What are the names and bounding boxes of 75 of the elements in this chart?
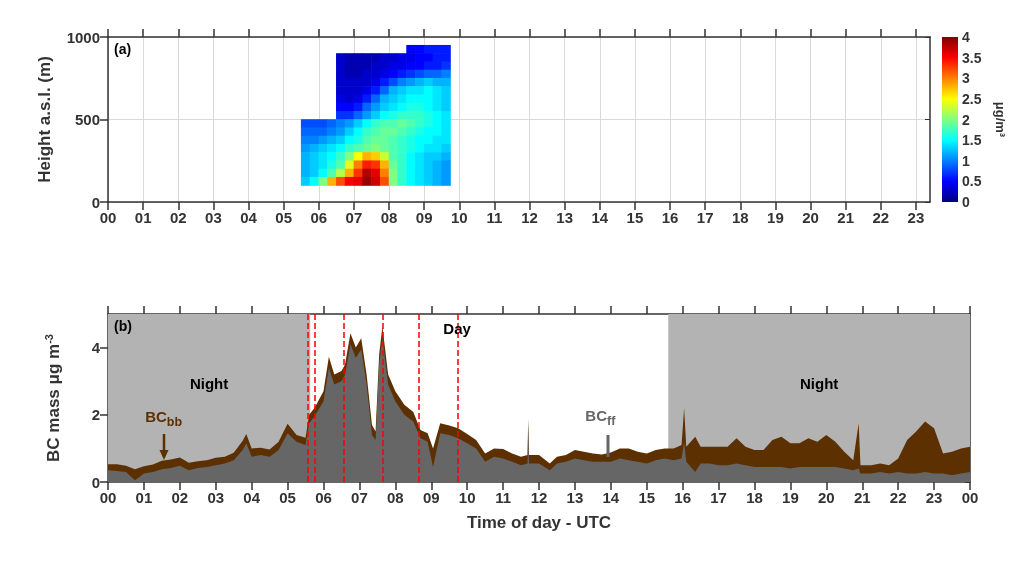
x-tick-label: 05: [275, 209, 292, 226]
x-tick-label: 02: [171, 489, 189, 506]
x-tick-label: 21: [837, 209, 855, 226]
x-tick-label: 09: [422, 489, 440, 506]
x-tick-label: 06: [310, 209, 328, 226]
x-tick-label: 11: [486, 209, 503, 226]
x-tick-label: 08: [386, 489, 404, 506]
x-tick-label: 19: [782, 489, 799, 506]
x-tick-label: 02: [169, 209, 187, 226]
color-bar-label: 1: [962, 152, 970, 169]
x-tick-label: 10: [458, 489, 476, 506]
annotation: (b): [114, 318, 132, 334]
x-axis-title: Time of day - UTC: [466, 513, 612, 532]
x-tick-label: 13: [566, 489, 584, 506]
y-tick-label: 0: [91, 473, 100, 491]
x-tick-label: 22: [872, 209, 890, 226]
x-tick-label: 07: [351, 489, 368, 506]
x-tick-label: 01: [134, 209, 152, 226]
y-tick-label: 2: [91, 406, 100, 424]
y-tick-label: 4: [91, 339, 101, 357]
x-tick-label: 11: [495, 489, 512, 506]
x-tick-label: 18: [746, 489, 763, 506]
x-tick-label: 14: [602, 489, 620, 506]
x-tick-label: 15: [638, 489, 656, 506]
x-tick-label: 00: [99, 489, 117, 506]
text: BC$_{ff}$: [584, 406, 617, 430]
x-tick-label: 16: [674, 489, 692, 506]
x-tick-label: 01: [135, 489, 153, 506]
x-tick-label: 08: [380, 209, 398, 226]
x-tick-label: 12: [521, 209, 538, 226]
color-bar-label: 4: [962, 29, 970, 45]
series-label: BC$_{bb}$: [144, 408, 184, 432]
x-tick-label: 15: [626, 209, 644, 226]
y-tick-label: 0: [91, 193, 100, 211]
x-tick-label: 14: [591, 209, 609, 226]
color-bar-label: 2: [962, 111, 970, 128]
x-tick-label: 03: [207, 489, 225, 506]
x-tick-label: 21: [853, 489, 871, 506]
x-tick-label: 20: [817, 489, 835, 506]
x-tick-label: 13: [556, 209, 574, 226]
x-tick-label: 00: [961, 489, 979, 506]
x-tick-label: 09: [415, 209, 433, 226]
x-tick-label: 00: [99, 209, 117, 226]
annotation: (a): [114, 41, 132, 57]
y-axis-title: BC mass μg m-3: [42, 334, 63, 462]
y-axis-title: Height a.s.l. (m): [35, 56, 54, 183]
band-label: Night: [799, 374, 839, 392]
x-tick-label: 17: [710, 489, 727, 506]
x-tick-label: 23: [907, 209, 925, 226]
band-label: Night: [189, 374, 229, 392]
x-tick-label: 03: [205, 209, 222, 226]
x-tick-label: 17: [696, 209, 714, 226]
annotation: Day: [443, 319, 472, 337]
x-tick-label: 10: [450, 209, 468, 226]
x-tick-label: 05: [279, 489, 296, 506]
color-bar-label: 3: [962, 70, 970, 87]
x-tick-label: 12: [530, 489, 548, 506]
color-bar-label: 0: [962, 194, 970, 210]
x-tick-label: 06: [315, 489, 332, 506]
color-bar-title: μg/m³: [992, 101, 1008, 138]
color-bar-label: 1.5: [962, 132, 982, 149]
color-bar-label: 2.5: [962, 90, 982, 107]
x-tick-label: 19: [767, 209, 784, 226]
x-tick-label: 18: [731, 209, 749, 226]
x-tick-label: 22: [889, 489, 907, 506]
color-bar-label: 3.5: [962, 49, 982, 66]
x-tick-label: 16: [661, 209, 679, 226]
x-tick-label: 20: [802, 209, 819, 226]
x-tick-label: 07: [345, 209, 363, 226]
x-tick-label: 04: [243, 489, 261, 506]
y-tick-label: 1000: [66, 28, 100, 46]
color-bar-label: 0.5: [962, 173, 982, 190]
x-tick-label: 23: [925, 489, 943, 506]
x-tick-label: 04: [240, 209, 258, 226]
y-tick-label: 500: [74, 111, 100, 128]
